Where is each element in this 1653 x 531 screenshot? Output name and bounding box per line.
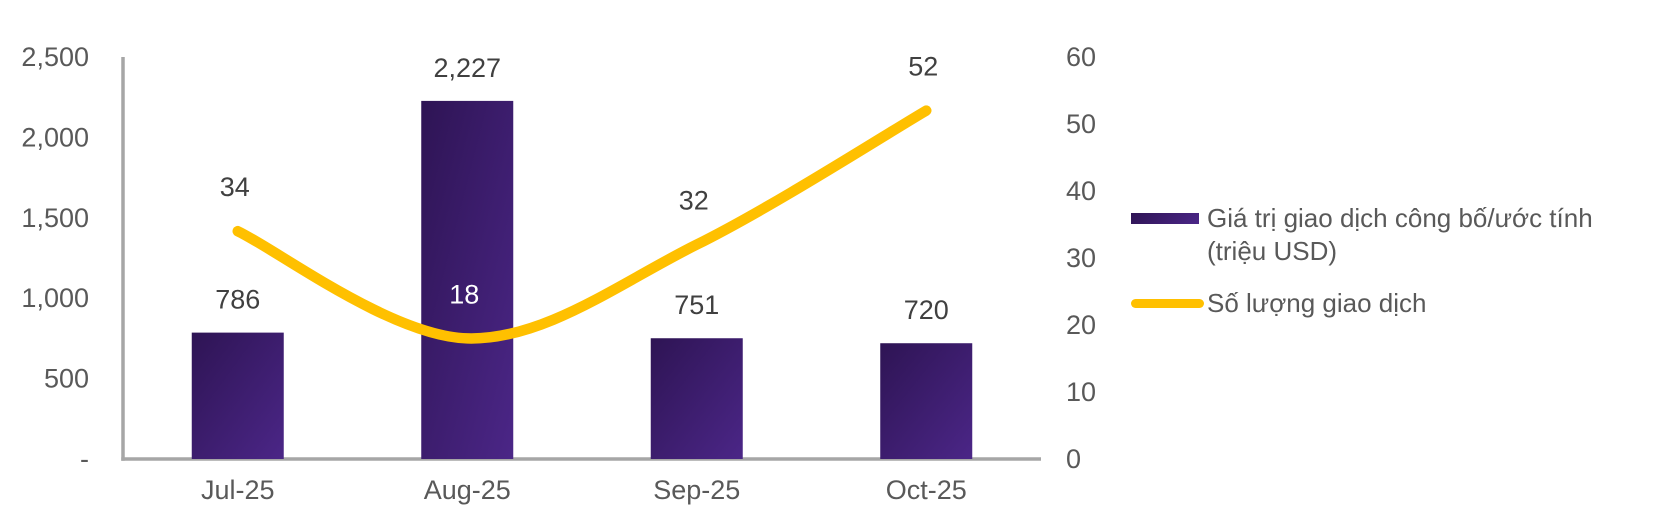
line-series-path[interactable] bbox=[232, 105, 932, 344]
left-axis-tick-0: 2,500 bbox=[21, 42, 89, 72]
left-axis-tick-3: 1,000 bbox=[21, 283, 89, 313]
line-series-swatch-icon bbox=[1131, 299, 1204, 308]
x-axis-label-jul-25: Jul-25 bbox=[201, 475, 275, 505]
x-axis-label-aug-25: Aug-25 bbox=[424, 475, 511, 505]
bar-series-swatch-icon bbox=[1131, 213, 1199, 224]
line-label-aug-25: 18 bbox=[449, 279, 479, 309]
legend-item-line-series[interactable]: Số lượng giao dịch bbox=[1131, 287, 1601, 320]
legend-item-bar-series[interactable]: Giá trị giao dịch công bố/ước tính (triệ… bbox=[1131, 202, 1601, 268]
right-axis-tick-4: 20 bbox=[1066, 310, 1096, 340]
line-label-jul-25: 34 bbox=[220, 172, 250, 202]
legend-label-bar-series: Giá trị giao dịch công bố/ước tính (triệ… bbox=[1207, 203, 1593, 266]
legend-label-line-series: Số lượng giao dịch bbox=[1207, 288, 1427, 318]
bar-sep-25[interactable] bbox=[650, 338, 743, 459]
combo-chart: 2,500 2,000 1,500 1,000 500 - 60 50 40 30 20 10 0 Jul… bbox=[21, 42, 1096, 505]
bar-oct-25[interactable] bbox=[880, 343, 973, 459]
legend-swatch-column bbox=[1131, 202, 1207, 224]
x-axis-label-sep-25: Sep-25 bbox=[653, 475, 740, 505]
left-axis-tick-1: 2,000 bbox=[21, 122, 89, 152]
right-axis-tick-3: 30 bbox=[1066, 243, 1096, 273]
right-axis-tick-6: 0 bbox=[1066, 444, 1081, 474]
right-axis-tick-0: 60 bbox=[1066, 42, 1096, 72]
legend-swatch-column bbox=[1131, 287, 1207, 308]
bar-jul-25[interactable] bbox=[191, 332, 284, 459]
right-axis-tick-1: 50 bbox=[1066, 109, 1096, 139]
right-axis-tick-5: 10 bbox=[1066, 377, 1096, 407]
left-axis-tick-4: 500 bbox=[44, 364, 89, 394]
left-axis-tick-2: 1,500 bbox=[21, 203, 89, 233]
left-axis-tick-5: - bbox=[80, 444, 89, 474]
line-label-oct-25: 52 bbox=[908, 52, 938, 82]
line-label-sep-25: 32 bbox=[679, 186, 709, 216]
right-axis-tick-2: 40 bbox=[1066, 176, 1096, 206]
bar-aug-25[interactable] bbox=[421, 100, 514, 459]
chart-legend: Giá trị giao dịch công bố/ước tính (triệ… bbox=[1131, 202, 1601, 320]
bar-label-sep-25: 751 bbox=[674, 290, 719, 320]
x-axis-label-oct-25: Oct-25 bbox=[886, 475, 967, 505]
bar-label-jul-25: 786 bbox=[215, 285, 260, 315]
bar-label-aug-25: 2,227 bbox=[433, 53, 501, 83]
bar-label-oct-25: 720 bbox=[904, 295, 949, 325]
